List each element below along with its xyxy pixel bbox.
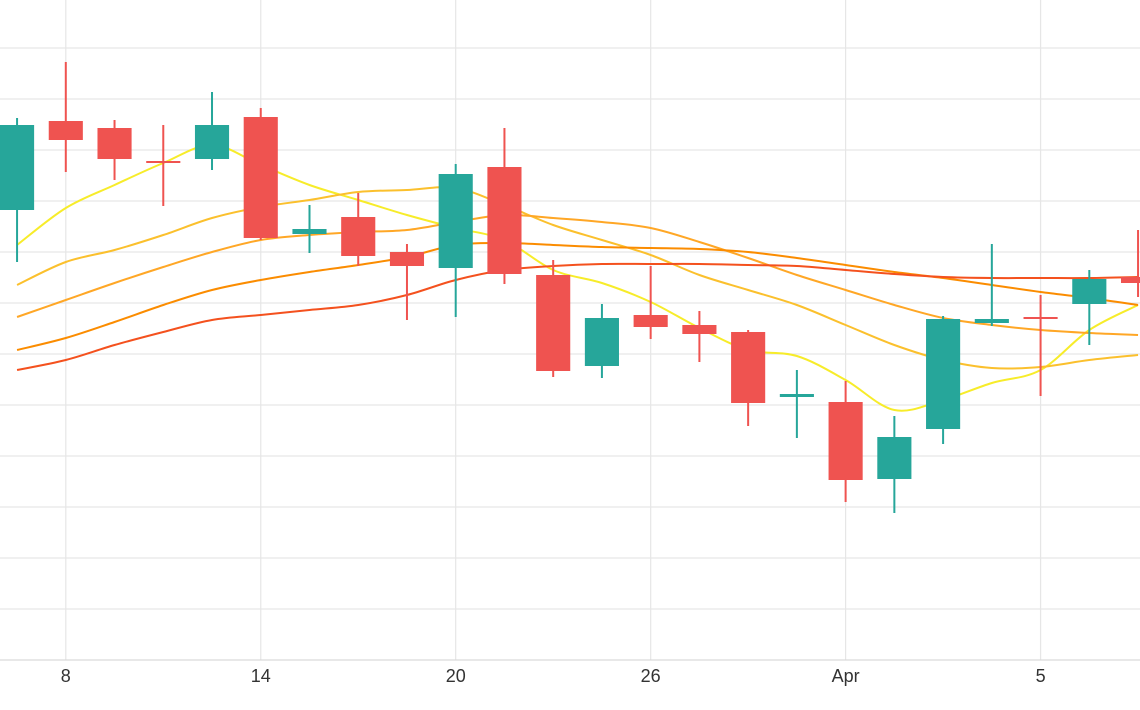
candle-body — [438, 174, 473, 268]
x-tick-label: 26 — [641, 666, 661, 686]
x-tick-label: 14 — [251, 666, 271, 686]
candle-body — [779, 394, 814, 397]
moving-average-line — [16, 241, 1139, 351]
candle-body — [1120, 277, 1140, 283]
candle-body — [731, 332, 766, 403]
candle-body — [292, 229, 327, 234]
candle-body — [682, 325, 717, 334]
candle-body — [146, 161, 181, 163]
candle-body — [389, 252, 425, 266]
candle-body — [974, 319, 1009, 323]
x-tick-label: 5 — [1036, 666, 1046, 686]
candle-body — [926, 319, 961, 429]
candle-body — [584, 318, 619, 366]
x-tick-label: 20 — [446, 666, 466, 686]
candle-body — [633, 315, 668, 327]
moving-average-line — [16, 213, 1139, 336]
candle-body — [487, 167, 522, 274]
x-tick-label: 8 — [61, 666, 71, 686]
candle-body — [877, 437, 912, 479]
candle-body — [194, 125, 230, 159]
candle-body — [1023, 317, 1058, 319]
candle-body — [536, 275, 571, 371]
candle-body — [97, 128, 132, 159]
moving-average-line — [16, 262, 1139, 371]
x-tick-label: Apr — [832, 666, 860, 686]
candle-body — [828, 402, 863, 480]
candle-body — [48, 121, 83, 140]
candle-body — [341, 217, 376, 256]
candle-body — [243, 117, 278, 238]
candle-body — [1072, 279, 1107, 304]
candle-body — [0, 125, 35, 210]
